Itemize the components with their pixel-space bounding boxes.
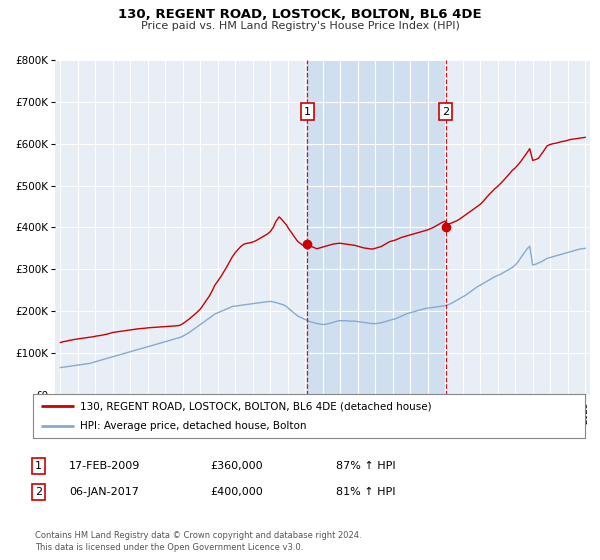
Text: 87% ↑ HPI: 87% ↑ HPI	[336, 461, 395, 471]
Bar	[307, 60, 446, 395]
Text: HPI: Average price, detached house, Bolton: HPI: Average price, detached house, Bolt…	[80, 421, 307, 431]
Text: 2: 2	[35, 487, 42, 497]
Text: 17-FEB-2009: 17-FEB-2009	[69, 461, 140, 471]
Text: Price paid vs. HM Land Registry's House Price Index (HPI): Price paid vs. HM Land Registry's House …	[140, 21, 460, 31]
Text: £400,000: £400,000	[210, 487, 263, 497]
Text: This data is licensed under the Open Government Licence v3.0.: This data is licensed under the Open Gov…	[35, 543, 303, 552]
Text: Contains HM Land Registry data © Crown copyright and database right 2024.: Contains HM Land Registry data © Crown c…	[35, 531, 361, 540]
Text: 81% ↑ HPI: 81% ↑ HPI	[336, 487, 395, 497]
Text: 130, REGENT ROAD, LOSTOCK, BOLTON, BL6 4DE (detached house): 130, REGENT ROAD, LOSTOCK, BOLTON, BL6 4…	[80, 401, 431, 411]
Text: 130, REGENT ROAD, LOSTOCK, BOLTON, BL6 4DE: 130, REGENT ROAD, LOSTOCK, BOLTON, BL6 4…	[118, 8, 482, 21]
Text: 2: 2	[442, 107, 449, 117]
Text: 06-JAN-2017: 06-JAN-2017	[69, 487, 139, 497]
Text: 1: 1	[304, 107, 311, 117]
Text: 1: 1	[35, 461, 42, 471]
Text: £360,000: £360,000	[210, 461, 263, 471]
